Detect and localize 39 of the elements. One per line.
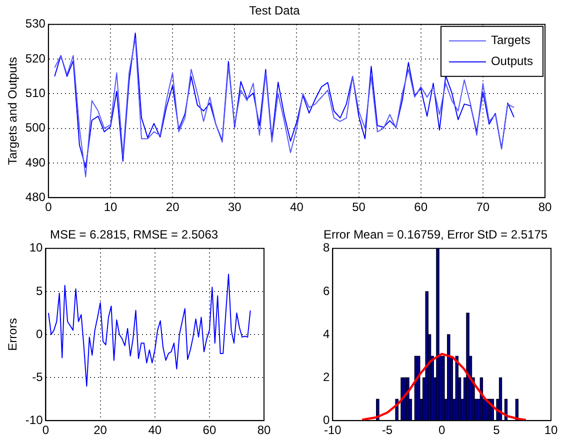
x-tick-label: 40 xyxy=(148,423,162,438)
y-tick-label: 2 xyxy=(322,370,330,384)
x-tick-label: 20 xyxy=(94,423,108,438)
y-axis-title: Targets and Outputs xyxy=(6,56,20,166)
x-tick-label: 10 xyxy=(104,200,118,214)
legend-label: Outputs xyxy=(490,54,534,68)
y-tick-label: 8 xyxy=(322,240,330,255)
y-tick-label: 500 xyxy=(25,120,46,135)
legend-label: Targets xyxy=(490,33,530,48)
x-tick-label: 60 xyxy=(202,423,216,438)
x-tick-label: 0 xyxy=(438,423,446,438)
y-tick-label: 530 xyxy=(25,16,46,31)
y-tick-label: -10 xyxy=(25,412,44,427)
chart-title: MSE = 6.2815, RMSE = 2.5063 xyxy=(50,228,218,242)
chart-title: Error Mean = 0.16759, Error StD = 2.5175 xyxy=(323,228,548,242)
y-tick-label: 0 xyxy=(36,326,44,341)
x-tick-label: 5 xyxy=(493,423,500,438)
chart-title: Test Data xyxy=(249,4,300,18)
y-tick-label: 4 xyxy=(322,326,330,341)
y-tick-label: 510 xyxy=(25,86,46,100)
y-tick-label: 6 xyxy=(322,284,330,298)
x-tick-label: 40 xyxy=(290,200,304,214)
x-tick-label: 50 xyxy=(352,200,366,214)
y-tick-label: 490 xyxy=(25,155,46,170)
y-tick-label: 480 xyxy=(25,190,46,204)
y-tick-label: 520 xyxy=(25,51,46,66)
x-tick-label: 60 xyxy=(414,200,428,214)
x-tick-label: 20 xyxy=(166,200,180,214)
x-tick-label: 10 xyxy=(544,423,558,438)
x-tick-label: 80 xyxy=(538,200,552,214)
x-tick-label: 80 xyxy=(257,423,271,438)
y-axis-title: Errors xyxy=(6,318,20,351)
y-tick-label: 0 xyxy=(322,412,330,427)
y-tick-label: 10 xyxy=(29,240,44,255)
y-tick-label: 5 xyxy=(36,284,44,298)
x-tick-label: 30 xyxy=(228,200,242,214)
x-tick-label: -5 xyxy=(382,423,393,438)
y-tick-label: -5 xyxy=(32,370,44,384)
x-tick-label: 70 xyxy=(476,200,490,214)
